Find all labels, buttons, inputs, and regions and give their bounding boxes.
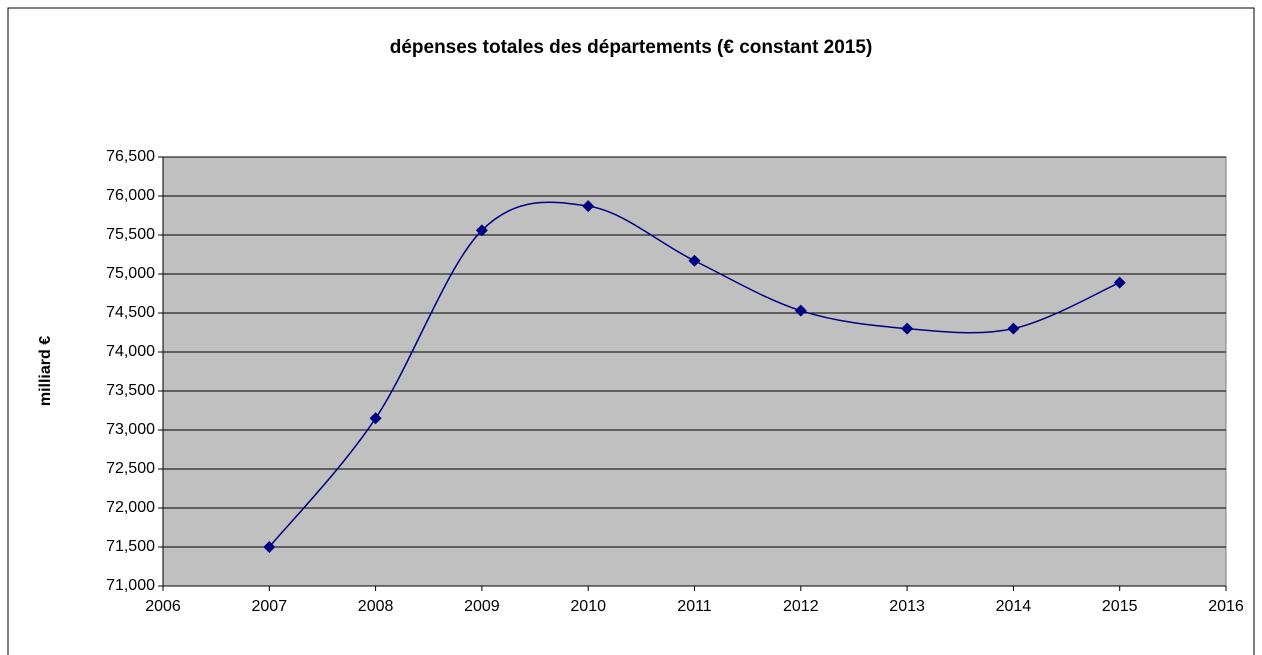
point <box>1113 276 1126 289</box>
x-tick-label: 2016 <box>1208 598 1244 615</box>
x-tick-label: 2010 <box>570 598 606 615</box>
line <box>268 201 1120 548</box>
point <box>475 224 488 237</box>
x-tick-label: 2013 <box>889 598 925 615</box>
y-tick-label: 72,000 <box>106 499 155 516</box>
y-tick-label: 71,500 <box>106 538 155 555</box>
plot-area <box>162 156 1227 587</box>
y-tick-label: 76,500 <box>106 148 155 165</box>
y-tick-label: 76,000 <box>106 187 155 204</box>
y-tick-label: 75,000 <box>106 265 155 282</box>
point <box>369 412 382 425</box>
point <box>582 200 595 213</box>
x-tick-label: 2015 <box>1102 598 1138 615</box>
y-tick-label: 73,500 <box>106 382 155 399</box>
y-tick-label: 74,500 <box>106 304 155 321</box>
point <box>901 322 914 335</box>
x-tick-label: 2011 <box>677 598 712 615</box>
x-tick-label: 2009 <box>464 598 500 615</box>
point <box>794 304 807 317</box>
y-axis-label: milliard € <box>37 336 54 406</box>
y-tick-label: 72,500 <box>106 460 155 477</box>
x-tick-label: 2007 <box>252 598 288 615</box>
y-tick-label: 74,000 <box>106 343 155 360</box>
x-tick-label: 2008 <box>358 598 394 615</box>
point <box>263 541 276 553</box>
point <box>688 254 701 267</box>
y-tick-label: 71,000 <box>106 577 155 594</box>
y-tick-label: 73,000 <box>106 421 155 438</box>
x-tick-label: 2012 <box>783 598 819 615</box>
y-tick-label: 75,500 <box>106 226 155 243</box>
x-tick-label: 2014 <box>996 598 1032 615</box>
chart-title: dépenses totales des départements (€ con… <box>390 37 873 58</box>
point <box>1007 322 1020 335</box>
x-tick-label: 2006 <box>145 598 181 615</box>
